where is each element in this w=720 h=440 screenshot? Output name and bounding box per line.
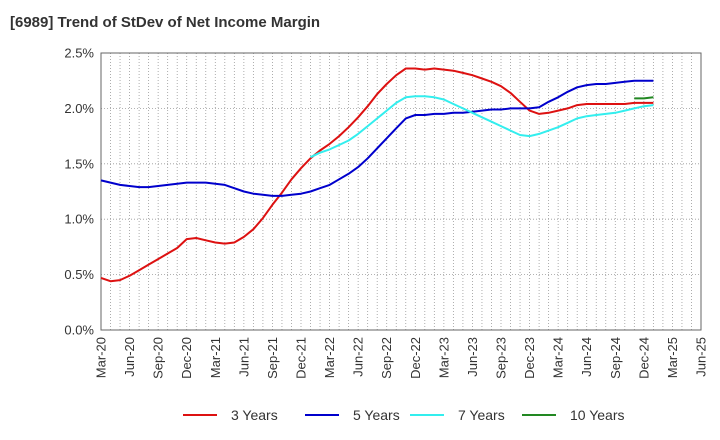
series-line-5-years xyxy=(100,79,654,197)
x-tick-label: Mar-24 xyxy=(551,337,566,378)
x-tick-label: Mar-25 xyxy=(665,337,680,378)
chart-title: [6989] Trend of StDev of Net Income Marg… xyxy=(10,14,321,31)
x-tick-label: Jun-21 xyxy=(236,337,251,377)
x-tick-label: Jun-24 xyxy=(579,337,594,377)
y-tick-label: 1.0% xyxy=(64,212,94,227)
x-tick-label: Mar-21 xyxy=(208,337,223,378)
legend-item: 7 Years xyxy=(410,404,505,426)
legend-item: 3 Years xyxy=(183,404,278,426)
y-tick-label: 0.0% xyxy=(64,323,94,338)
x-tick-label: Jun-23 xyxy=(465,337,480,377)
legend-label: 10 Years xyxy=(570,407,625,423)
series-line-10-years xyxy=(634,96,654,100)
series-line-3-years xyxy=(100,67,654,283)
legend-swatch xyxy=(305,414,339,416)
legend-swatch xyxy=(522,414,556,416)
x-tick-label: Sep-21 xyxy=(265,337,280,379)
x-tick-label: Dec-24 xyxy=(636,337,651,379)
x-tick-label: Dec-20 xyxy=(179,337,194,379)
legend-item: 5 Years xyxy=(305,404,400,426)
chart-legend: 3 Years 5 Years 7 Years 10 Years xyxy=(0,404,720,426)
legend-label: 7 Years xyxy=(458,407,505,423)
x-tick-label: Sep-24 xyxy=(608,337,623,379)
y-tick-label: 1.5% xyxy=(64,156,94,171)
x-tick-label: Mar-22 xyxy=(322,337,337,378)
x-tick-label: Sep-22 xyxy=(379,337,394,379)
y-tick-label: 0.5% xyxy=(64,267,94,282)
x-tick-label: Jun-20 xyxy=(122,337,137,377)
legend-item: 10 Years xyxy=(522,404,625,426)
x-tick-label: Dec-23 xyxy=(522,337,537,379)
y-tick-label: 2.0% xyxy=(64,101,94,116)
tick-label-layer: 0.0% 0.5% 1.0% 1.5% 2.0% 2.5% Mar-20 Jun-20 Sep-… xyxy=(64,46,708,379)
legend-swatch xyxy=(410,414,444,416)
x-tick-label: Dec-21 xyxy=(294,337,309,379)
x-tick-label: Dec-22 xyxy=(408,337,423,379)
series-line-7-years xyxy=(310,95,654,159)
x-tick-label: Sep-23 xyxy=(494,337,509,379)
grid-layer xyxy=(100,52,702,331)
x-tick-label: Sep-20 xyxy=(151,337,166,379)
legend-swatch xyxy=(183,414,217,416)
legend-label: 5 Years xyxy=(353,407,400,423)
legend-label: 3 Years xyxy=(231,407,278,423)
y-tick-label: 2.5% xyxy=(64,46,94,61)
x-tick-label: Jun-22 xyxy=(351,337,366,377)
plot-frame xyxy=(100,52,702,331)
series-layer xyxy=(100,67,654,283)
x-tick-label: Jun-25 xyxy=(694,337,709,377)
x-tick-label: Mar-20 xyxy=(94,337,109,378)
x-tick-label: Mar-23 xyxy=(436,337,451,378)
axis-layer xyxy=(100,52,702,331)
